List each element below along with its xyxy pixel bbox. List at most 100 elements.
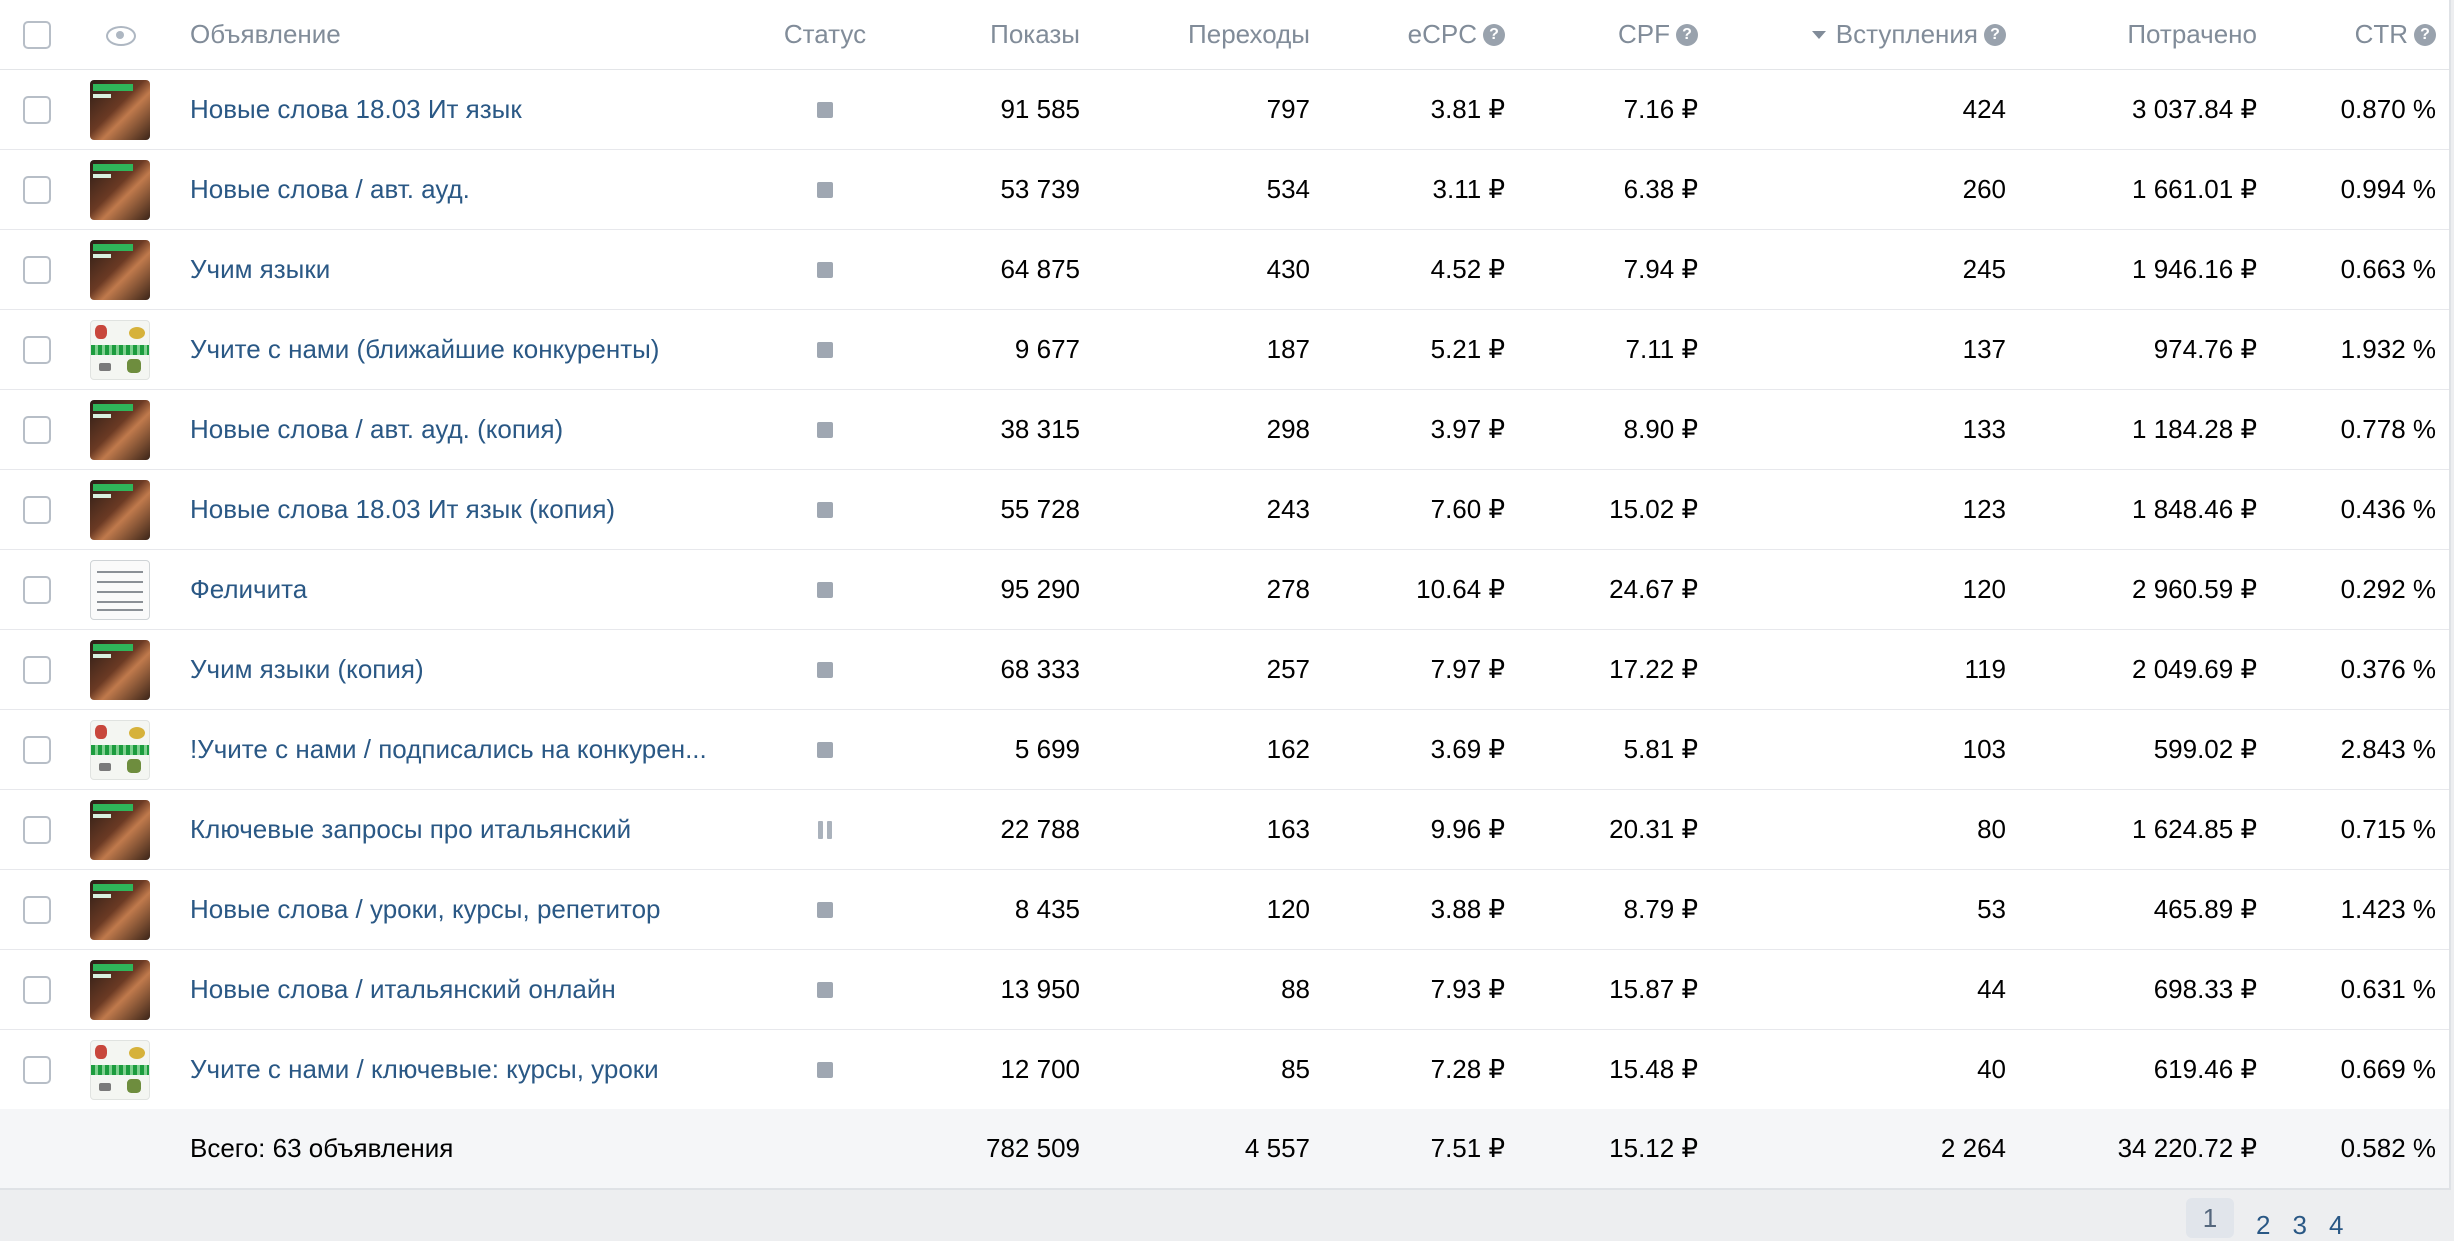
ad-thumbnail[interactable] bbox=[90, 1039, 150, 1100]
header-ad[interactable]: Объявление bbox=[190, 0, 590, 69]
help-icon[interactable]: ? bbox=[1676, 23, 1698, 46]
row-checkbox[interactable] bbox=[23, 975, 51, 1004]
row-checkbox[interactable] bbox=[23, 1055, 51, 1084]
cell-ctr: 0.376 % bbox=[2340, 654, 2436, 684]
cell-joins: 40 bbox=[1977, 1054, 2006, 1084]
header-ctr[interactable]: CTR ? bbox=[2270, 0, 2436, 69]
ad-name-link[interactable]: Учите с нами / ключевые: курсы, уроки bbox=[190, 1054, 659, 1084]
ad-thumbnail[interactable] bbox=[90, 319, 150, 380]
ad-thumbnail[interactable] bbox=[90, 79, 150, 140]
cell-cpf: 5.81 ₽ bbox=[1623, 734, 1698, 764]
ad-name-cell: Новые слова / итальянский онлайн bbox=[190, 950, 750, 1029]
header-joins[interactable]: Вступления ? bbox=[1710, 0, 2006, 69]
ad-name-link[interactable]: Учим языки bbox=[190, 254, 331, 284]
row-checkbox[interactable] bbox=[23, 815, 51, 844]
ad-name-link[interactable]: Учим языки (копия) bbox=[190, 654, 424, 684]
help-icon[interactable]: ? bbox=[1483, 23, 1505, 46]
cell-cpf: 15.02 ₽ bbox=[1609, 494, 1698, 524]
help-icon[interactable]: ? bbox=[2414, 23, 2436, 46]
cell-impressions: 55 728 bbox=[1000, 494, 1080, 524]
ad-thumbnail[interactable] bbox=[90, 479, 150, 540]
table-total-row: Всего: 63 объявления 782 509 4 557 7.51 … bbox=[0, 1109, 2449, 1188]
ad-thumbnail[interactable] bbox=[90, 559, 150, 620]
ad-thumbnail-cell bbox=[90, 950, 150, 1029]
ad-name-link[interactable]: Новые слова / авт. ауд. bbox=[190, 174, 470, 204]
ad-thumbnail-cell bbox=[90, 790, 150, 869]
row-checkbox[interactable] bbox=[23, 335, 51, 364]
stop-status-icon[interactable] bbox=[817, 741, 833, 758]
page-link[interactable]: 1 bbox=[2186, 1198, 2234, 1238]
ad-name-link[interactable]: Феличита bbox=[190, 574, 308, 604]
ad-thumbnail-cell bbox=[90, 550, 150, 629]
page-link[interactable]: 2 bbox=[2256, 1210, 2271, 1240]
ad-thumbnail[interactable] bbox=[90, 239, 150, 300]
header-cpf[interactable]: CPF ? bbox=[1520, 0, 1698, 69]
stop-status-icon[interactable] bbox=[817, 181, 833, 198]
ad-thumbnail[interactable] bbox=[90, 399, 150, 460]
row-checkbox[interactable] bbox=[23, 175, 51, 204]
cell-joins: 44 bbox=[1977, 974, 2006, 1004]
cell-spent: 2 049.69 ₽ bbox=[2132, 654, 2257, 684]
header-ecpc[interactable]: eCPC ? bbox=[1330, 0, 1505, 69]
ad-thumbnail[interactable] bbox=[90, 639, 150, 700]
stop-status-icon[interactable] bbox=[817, 581, 833, 598]
select-all-checkbox[interactable] bbox=[23, 20, 51, 49]
row-checkbox[interactable] bbox=[23, 415, 51, 444]
header-status-label: Статус bbox=[783, 19, 867, 49]
header-clicks-label: Переходы bbox=[1188, 19, 1310, 49]
row-checkbox-cell bbox=[18, 310, 56, 389]
cell-ctr: 1.423 % bbox=[2340, 894, 2436, 924]
row-checkbox[interactable] bbox=[23, 95, 51, 124]
ad-thumbnail[interactable] bbox=[90, 959, 150, 1020]
ad-name-link[interactable]: Новые слова / уроки, курсы, репетитор bbox=[190, 894, 661, 924]
header-clicks[interactable]: Переходы bbox=[1100, 0, 1310, 69]
row-checkbox[interactable] bbox=[23, 495, 51, 524]
cell-clicks: 88 bbox=[1281, 974, 1310, 1004]
ad-thumbnail[interactable] bbox=[90, 879, 150, 940]
stop-status-icon[interactable] bbox=[817, 261, 833, 278]
table-row: !Учите с нами / подписались на конкурен.… bbox=[0, 710, 2449, 790]
ad-name-link[interactable]: Новые слова / авт. ауд. (копия) bbox=[190, 414, 564, 444]
cell-spent: 2 960.59 ₽ bbox=[2132, 574, 2257, 604]
row-checkbox[interactable] bbox=[23, 255, 51, 284]
stop-status-icon[interactable] bbox=[817, 501, 833, 518]
cell-ctr: 0.994 % bbox=[2340, 174, 2436, 204]
pause-status-icon[interactable] bbox=[817, 820, 833, 839]
table-row: Феличита 95 290 278 10.64 ₽ 24.67 ₽ 120 2 960.… bbox=[0, 550, 2449, 630]
ad-name-link[interactable]: Учите с нами (ближайшие конкуренты) bbox=[190, 334, 660, 364]
cell-spent: 698.33 ₽ bbox=[2153, 974, 2257, 1004]
ad-thumbnail[interactable] bbox=[90, 799, 150, 860]
row-checkbox[interactable] bbox=[23, 895, 51, 924]
page-link[interactable]: 4 bbox=[2328, 1210, 2344, 1240]
ad-name-link[interactable]: Новые слова 18.03 Ит язык bbox=[190, 94, 522, 124]
cell-spent: 1 624.85 ₽ bbox=[2132, 814, 2257, 844]
row-checkbox[interactable] bbox=[23, 575, 51, 604]
header-spent[interactable]: Потрачено bbox=[2020, 0, 2257, 69]
stop-status-icon[interactable] bbox=[817, 341, 833, 358]
ad-thumbnail[interactable] bbox=[90, 719, 150, 780]
header-impressions[interactable]: Показы bbox=[900, 0, 1080, 69]
ad-name-cell: Новые слова / уроки, курсы, репетитор bbox=[190, 870, 750, 949]
stop-status-icon[interactable] bbox=[817, 901, 833, 918]
stop-status-icon[interactable] bbox=[817, 661, 833, 678]
ad-name-link[interactable]: !Учите с нами / подписались на конкурен.… bbox=[190, 734, 707, 764]
row-checkbox[interactable] bbox=[23, 655, 51, 684]
ad-thumbnail[interactable] bbox=[90, 159, 150, 220]
ad-name-link[interactable]: Ключевые запросы про итальянский bbox=[190, 814, 632, 844]
ad-name-link[interactable]: Новые слова / итальянский онлайн bbox=[190, 974, 616, 1004]
stop-status-icon[interactable] bbox=[817, 101, 833, 118]
cell-spent: 619.46 ₽ bbox=[2153, 1054, 2257, 1084]
help-icon[interactable]: ? bbox=[1984, 23, 2006, 46]
cell-ecpc: 3.69 ₽ bbox=[1430, 734, 1505, 764]
page-link[interactable]: 3 bbox=[2292, 1210, 2307, 1240]
header-status[interactable]: Статус bbox=[770, 0, 880, 69]
stop-status-icon[interactable] bbox=[817, 981, 833, 998]
cell-clicks: 243 bbox=[1266, 494, 1310, 524]
row-checkbox[interactable] bbox=[23, 735, 51, 764]
stop-status-icon[interactable] bbox=[817, 1061, 833, 1078]
stop-status-icon[interactable] bbox=[817, 421, 833, 438]
status-cell bbox=[770, 390, 880, 469]
cell-impressions: 8 435 bbox=[1014, 894, 1080, 924]
ad-name-link[interactable]: Новые слова 18.03 Ит язык (копия) bbox=[190, 494, 616, 524]
cell-ctr: 1.932 % bbox=[2340, 334, 2436, 364]
